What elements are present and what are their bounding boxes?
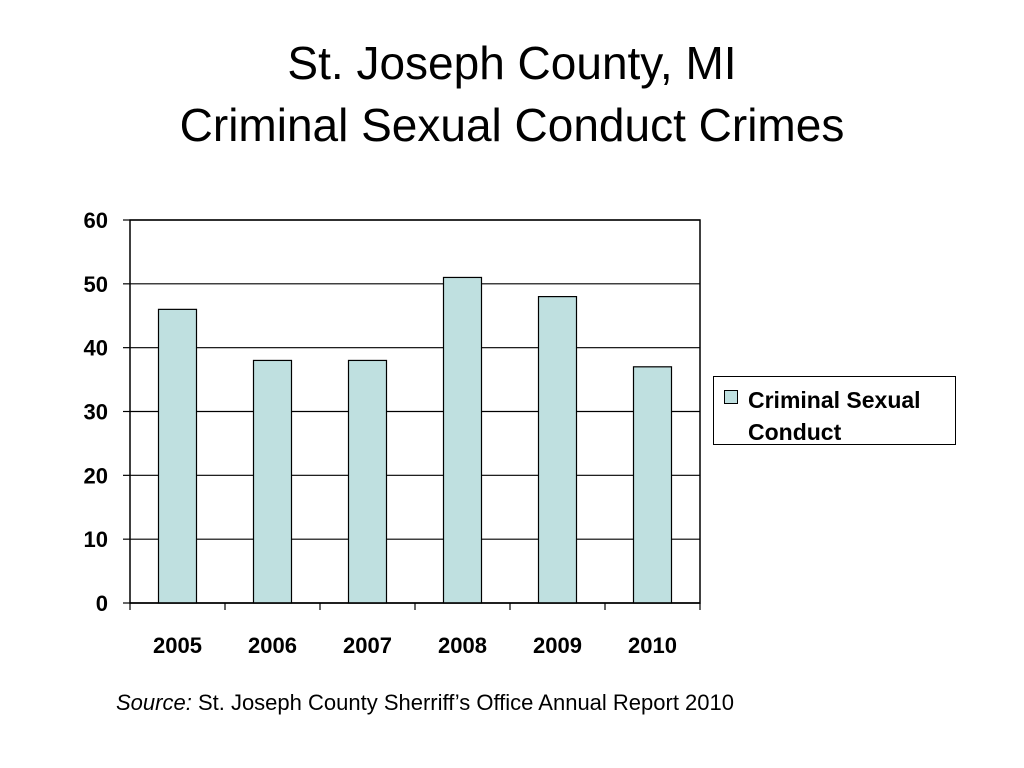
- legend-swatch: [724, 390, 738, 404]
- bar-2010: [634, 367, 672, 603]
- y-tick-label: 50: [84, 272, 108, 297]
- source-text: St. Joseph County Sherriff’s Office Annu…: [192, 690, 734, 715]
- y-tick-label: 40: [84, 336, 108, 361]
- chart-legend: Criminal Sexual Conduct: [713, 376, 956, 445]
- x-tick-label: 2010: [628, 633, 677, 658]
- x-tick-label: 2007: [343, 633, 392, 658]
- y-tick-label: 10: [84, 527, 108, 552]
- x-tick-label: 2006: [248, 633, 297, 658]
- x-tick-label: 2005: [153, 633, 202, 658]
- source-label: Source:: [116, 690, 192, 715]
- x-tick-label: 2008: [438, 633, 487, 658]
- source-note: Source: St. Joseph County Sherriff’s Off…: [116, 690, 734, 716]
- bar-2007: [349, 360, 387, 603]
- bar-2008: [444, 277, 482, 603]
- bar-2005: [159, 309, 197, 603]
- y-tick-label: 60: [84, 208, 108, 233]
- y-tick-label: 20: [84, 463, 108, 488]
- y-tick-label: 30: [84, 400, 108, 425]
- x-tick-label: 2009: [533, 633, 582, 658]
- bar-2006: [254, 360, 292, 603]
- bar-2009: [539, 297, 577, 603]
- y-tick-label: 0: [96, 591, 108, 616]
- legend-label: Criminal Sexual Conduct: [748, 384, 953, 448]
